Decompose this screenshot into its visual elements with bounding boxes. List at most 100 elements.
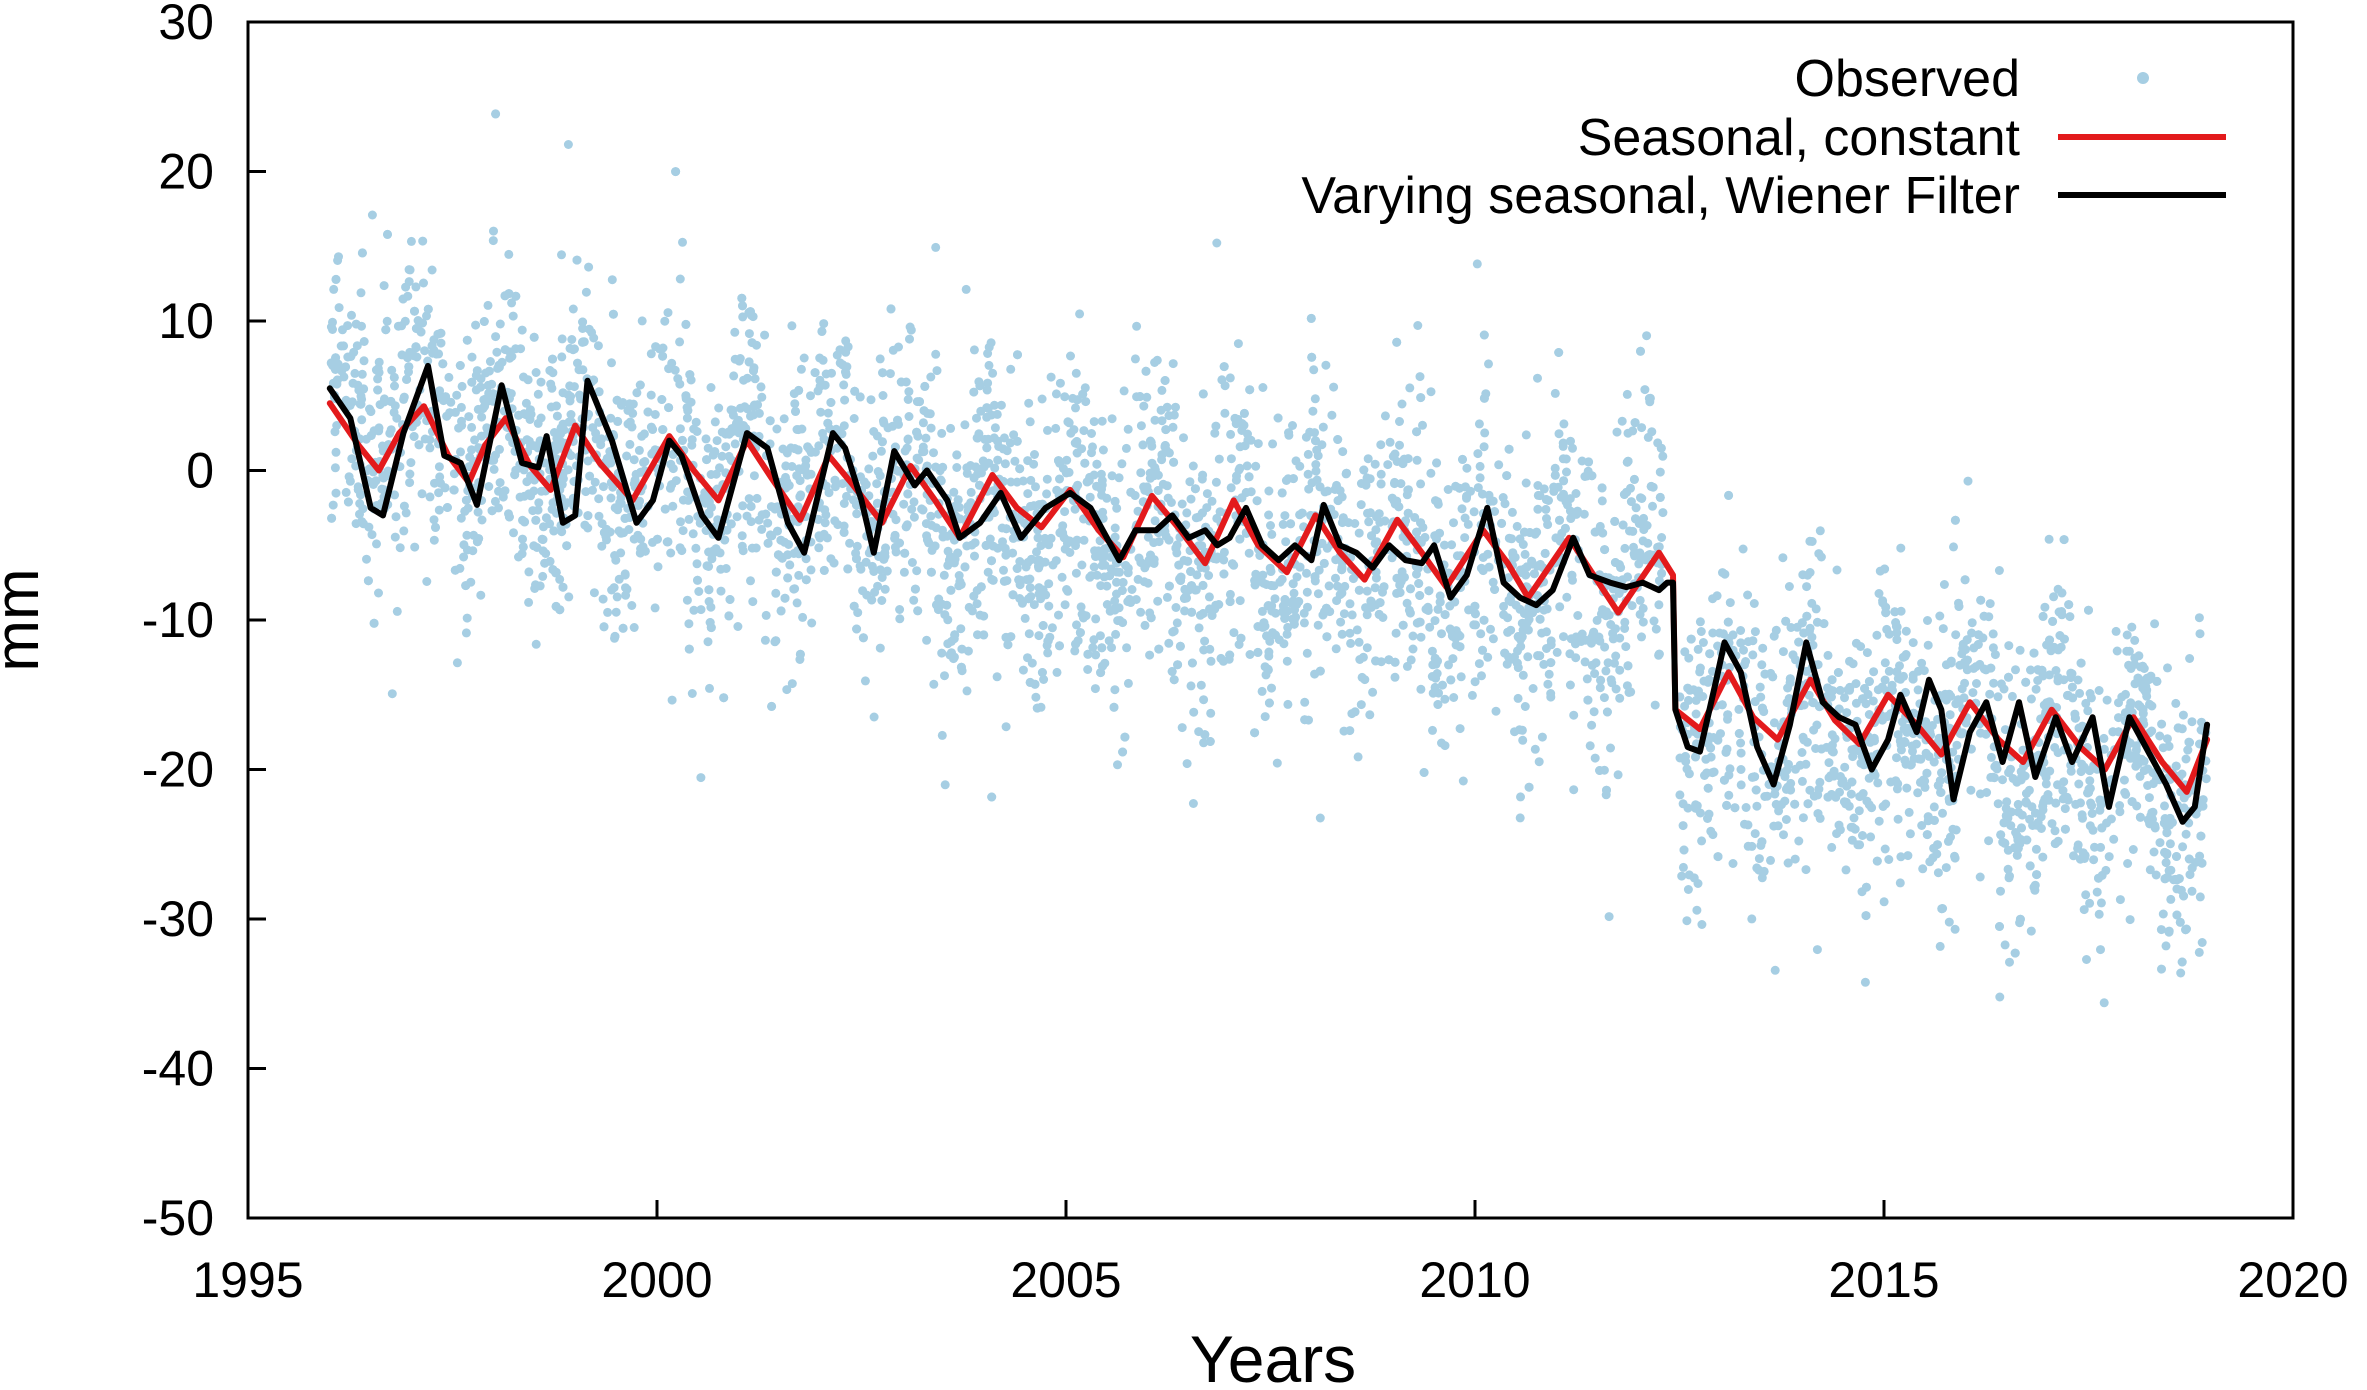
observed-point xyxy=(389,372,399,382)
observed-point xyxy=(912,427,922,437)
observed-point xyxy=(1473,483,1483,493)
observed-point xyxy=(405,469,415,479)
observed-point xyxy=(1698,638,1708,647)
observed-point xyxy=(1802,611,1812,621)
observed-point xyxy=(1567,570,1577,580)
observed-point xyxy=(374,588,383,598)
observed-point xyxy=(876,446,886,456)
observed-point xyxy=(1157,416,1167,426)
observed-point xyxy=(1264,698,1274,708)
observed-point xyxy=(1263,664,1273,674)
observed-point xyxy=(1072,620,1081,630)
observed-point xyxy=(1896,745,1906,755)
observed-point xyxy=(795,492,805,502)
observed-point xyxy=(703,637,713,647)
observed-point xyxy=(1034,583,1044,593)
observed-point xyxy=(1658,508,1668,518)
observed-point xyxy=(1769,718,1779,728)
observed-point xyxy=(434,505,444,515)
observed-point xyxy=(498,492,508,502)
observed-point xyxy=(985,534,995,544)
observed-point xyxy=(541,513,551,523)
observed-point xyxy=(374,423,384,433)
observed-point xyxy=(1982,788,1992,797)
observed-point xyxy=(410,306,419,316)
observed-point xyxy=(1072,448,1082,458)
observed-point xyxy=(504,512,514,522)
observed-point xyxy=(938,532,948,542)
observed-point xyxy=(2010,948,2020,958)
observed-point xyxy=(387,365,397,375)
observed-point xyxy=(1211,421,1221,431)
observed-point xyxy=(2119,775,2129,785)
observed-point xyxy=(1630,418,1640,428)
observed-point xyxy=(557,334,567,344)
observed-point xyxy=(584,262,594,272)
observed-point xyxy=(2196,831,2206,841)
observed-point xyxy=(1051,556,1061,566)
observed-point xyxy=(1874,589,1884,598)
observed-point xyxy=(1933,840,1942,850)
observed-point xyxy=(681,391,691,401)
observed-point xyxy=(687,689,697,698)
observed-point xyxy=(1066,351,1075,361)
observed-point xyxy=(1976,728,1986,738)
observed-point xyxy=(1790,799,1800,809)
observed-point xyxy=(2032,870,2042,880)
observed-point xyxy=(1250,728,1260,738)
observed-point xyxy=(1395,440,1404,450)
observed-point xyxy=(729,371,739,381)
observed-point xyxy=(1001,632,1011,642)
observed-point xyxy=(1164,581,1174,591)
observed-point xyxy=(1469,620,1479,630)
observed-point xyxy=(1634,518,1644,528)
observed-point xyxy=(1006,364,1016,374)
observed-point xyxy=(429,345,439,355)
observed-point xyxy=(988,368,998,378)
observed-point xyxy=(2164,927,2174,937)
observed-point xyxy=(667,695,677,705)
observed-point xyxy=(1748,650,1758,660)
observed-point xyxy=(1805,536,1815,546)
observed-point xyxy=(1433,700,1443,709)
observed-point xyxy=(538,571,548,581)
observed-point xyxy=(331,488,341,498)
observed-point xyxy=(406,458,416,468)
observed-point xyxy=(1112,577,1121,587)
observed-point xyxy=(706,383,716,392)
observed-point xyxy=(1332,596,1342,606)
observed-point xyxy=(1206,656,1216,666)
observed-point xyxy=(1778,553,1788,563)
observed-point xyxy=(1530,744,1540,754)
observed-point xyxy=(894,342,903,352)
observed-point xyxy=(852,624,862,634)
observed-point xyxy=(1923,616,1932,625)
observed-point xyxy=(1154,644,1164,654)
observed-point xyxy=(2179,891,2189,901)
observed-point xyxy=(1303,602,1312,612)
observed-point xyxy=(852,554,861,564)
observed-point xyxy=(2125,702,2135,712)
observed-point xyxy=(1552,647,1562,657)
observed-point xyxy=(2101,865,2111,875)
observed-point xyxy=(1292,572,1302,582)
observed-point xyxy=(1824,773,1834,783)
observed-point xyxy=(1864,710,1874,719)
observed-point xyxy=(1627,601,1637,611)
observed-point xyxy=(1730,803,1740,813)
observed-point xyxy=(1405,608,1415,618)
observed-point xyxy=(567,335,577,344)
observed-point xyxy=(1408,644,1418,654)
observed-point xyxy=(738,301,747,311)
observed-point xyxy=(1656,443,1666,453)
observed-point xyxy=(1518,670,1528,680)
observed-point xyxy=(1460,482,1470,492)
observed-point xyxy=(552,411,562,421)
observed-point xyxy=(2025,861,2035,871)
observed-point xyxy=(357,248,367,258)
observed-point xyxy=(1096,484,1106,494)
observed-point xyxy=(1474,419,1484,429)
observed-point xyxy=(456,513,466,523)
observed-point xyxy=(1250,576,1260,586)
observed-point xyxy=(1637,632,1646,642)
